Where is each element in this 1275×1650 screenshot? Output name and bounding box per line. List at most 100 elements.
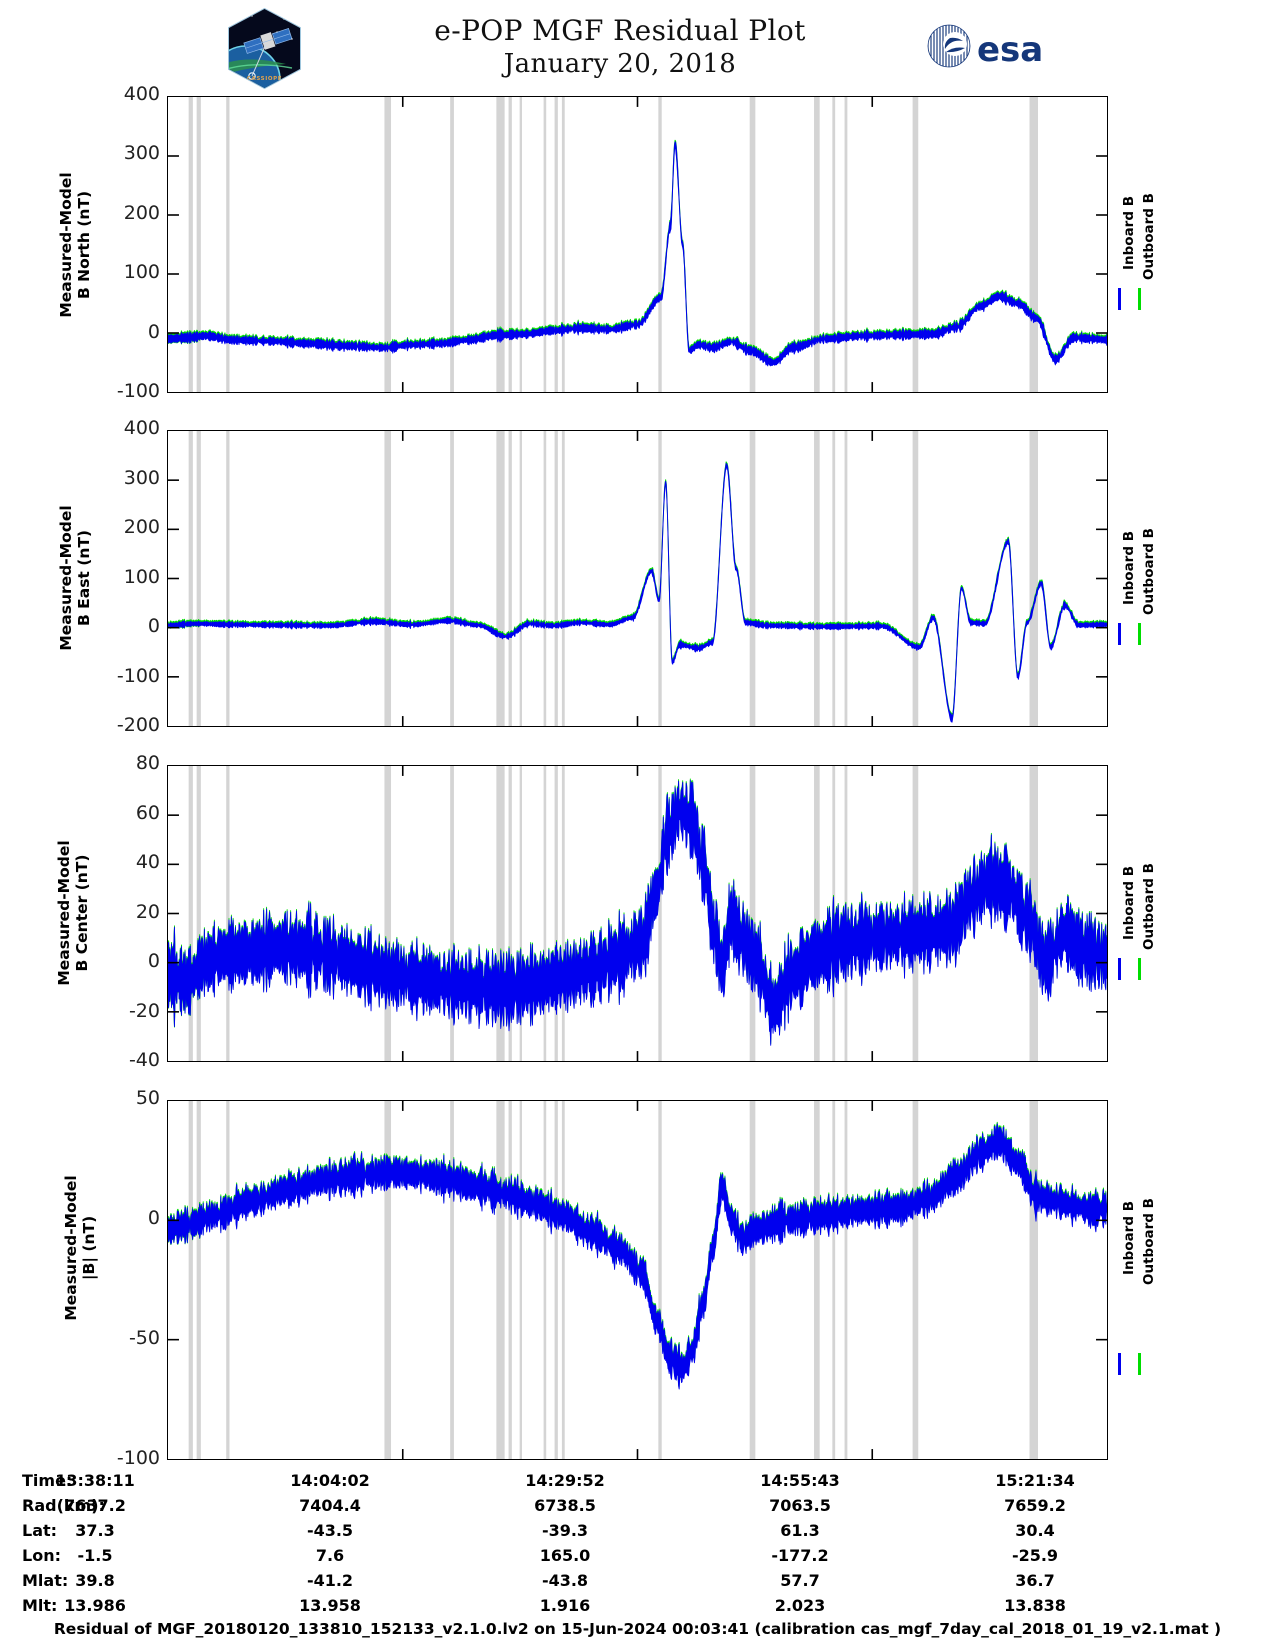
data-flag-band <box>188 1101 193 1459</box>
table-cell: 39.8 <box>75 1571 115 1590</box>
data-flag-band <box>1029 1101 1038 1459</box>
table-row: Time: 13:38:11 14:04:02 14:29:52 14:55:43 15:… <box>0 1471 1275 1496</box>
data-flag-band <box>658 431 662 726</box>
y-tick-label: 60 <box>135 801 160 824</box>
data-flag-band <box>543 766 547 1061</box>
data-flag-band <box>749 766 756 1061</box>
y-tick-label: 0 <box>147 615 160 637</box>
table-cell: 36.7 <box>1015 1571 1055 1590</box>
data-flag-band <box>384 1101 392 1459</box>
data-flag-band <box>912 1101 919 1459</box>
plot-canvas-b-center <box>168 766 1107 1061</box>
y-tick-label: 80 <box>135 752 160 774</box>
table-row: Mlat: 39.8 -41.2 -43.8 57.7 36.7 <box>0 1571 1275 1596</box>
data-flag-band <box>844 97 848 392</box>
trace-outboard-b <box>168 461 1107 722</box>
table-cell: -41.2 <box>306 1571 354 1590</box>
table-cell: 7659.2 <box>1004 1496 1066 1515</box>
data-flag-band <box>749 431 756 726</box>
table-cell: 13:38:11 <box>55 1471 135 1490</box>
esa-wordmark: esa <box>977 30 1043 70</box>
data-flag-band <box>496 766 505 1061</box>
y-tick-label: -20 <box>128 999 160 1022</box>
page-header: CASSIOPE e-POP MGF Residual Plot January… <box>0 0 1275 95</box>
y-tick-label: -50 <box>128 1327 160 1349</box>
y-tick-label: 400 <box>123 83 160 105</box>
trace-inboard-b <box>168 141 1107 367</box>
y-tick-label: 50 <box>135 1087 160 1109</box>
table-cell: 7.6 <box>315 1546 345 1565</box>
data-flag-band <box>384 766 392 1061</box>
table-cell: 30.4 <box>1015 1521 1055 1540</box>
legend-outboard-swatch-1 <box>1138 623 1141 645</box>
data-flag-band <box>554 766 558 1061</box>
y-tick-label: 100 <box>123 565 160 588</box>
data-flag-band <box>832 431 836 726</box>
data-flag-band <box>450 431 454 726</box>
legend-inboard-swatch-3 <box>1118 1353 1121 1375</box>
data-flag-band <box>832 1101 836 1459</box>
data-flag-band <box>543 97 547 392</box>
ylabel-b-magnitude-line1: Measured-Model <box>62 1175 80 1321</box>
data-flag-band <box>561 766 565 1061</box>
legend-outboard-swatch-2 <box>1138 958 1141 980</box>
plot-panel-b-magnitude <box>167 1100 1108 1460</box>
data-flag-band <box>749 97 756 392</box>
data-flag-band <box>554 97 558 392</box>
data-flag-band <box>1029 97 1038 392</box>
table-cell: 13.986 <box>64 1596 126 1615</box>
table-cell: 2.023 <box>774 1596 826 1615</box>
data-flag-band <box>508 766 512 1061</box>
legend-inboard-swatch-2 <box>1118 958 1121 980</box>
table-cell: 7063.5 <box>769 1496 831 1515</box>
table-cell: 15:21:34 <box>995 1471 1075 1490</box>
trace-inboard-b <box>168 1123 1107 1390</box>
data-flag-band <box>814 431 820 726</box>
data-flag-band <box>196 1101 201 1459</box>
data-flag-band <box>450 97 454 392</box>
data-flag-band <box>814 1101 820 1459</box>
data-flag-band <box>519 97 522 392</box>
data-flag-band <box>519 766 522 1061</box>
y-tick-label: 100 <box>123 261 160 284</box>
table-row: Mlt: 13.986 13.958 1.916 2.023 13.838 <box>0 1596 1275 1621</box>
data-flag-band <box>384 97 392 392</box>
data-flag-band <box>658 97 662 392</box>
table-cell: -1.5 <box>77 1546 113 1565</box>
data-flag-band <box>508 431 512 726</box>
y-tick-label: -100 <box>116 664 160 687</box>
data-flag-band <box>554 431 558 726</box>
data-flag-band <box>188 766 193 1061</box>
data-flag-band <box>519 1101 522 1459</box>
data-flag-band <box>658 766 662 1061</box>
esa-logo-icon: esa <box>925 22 1043 70</box>
svg-text:CASSIOPE: CASSIOPE <box>247 76 282 82</box>
y-tick-label: -40 <box>128 1049 160 1071</box>
footer-caption: Residual of MGF_20180120_133810_152133_v… <box>53 1620 1222 1638</box>
data-flag-band <box>188 97 193 392</box>
trace-inboard-b <box>168 780 1107 1046</box>
table-row-label: Lon: <box>22 1546 61 1565</box>
y-tick-label: 0 <box>147 1207 160 1229</box>
table-cell: 61.3 <box>780 1521 820 1540</box>
data-flag-band <box>1029 431 1038 726</box>
data-flag-band <box>496 431 505 726</box>
table-row-label: Mlt: <box>22 1596 58 1615</box>
legend-inboard-label-2: Inboard B <box>1121 866 1137 940</box>
legend-outboard-swatch-3 <box>1138 1353 1141 1375</box>
y-tick-label: 400 <box>123 417 160 439</box>
table-row-label: Rad(km): <box>22 1496 105 1515</box>
y-tick-label: 200 <box>123 516 160 538</box>
data-flag-band <box>196 766 201 1061</box>
table-cell: 14:55:43 <box>760 1471 840 1490</box>
data-flag-band <box>508 1101 512 1459</box>
plot-canvas--b- <box>168 1101 1107 1459</box>
table-cell: -39.3 <box>541 1521 589 1540</box>
legend-inboard-label-0: Inboard B <box>1121 196 1137 270</box>
data-flag-band <box>196 431 201 726</box>
y-tick-label: 300 <box>123 142 160 165</box>
table-cell: 57.7 <box>780 1571 820 1590</box>
legend-outboard-swatch-0 <box>1138 288 1141 310</box>
table-cell: 14:29:52 <box>525 1471 605 1490</box>
data-flag-band <box>188 431 193 726</box>
